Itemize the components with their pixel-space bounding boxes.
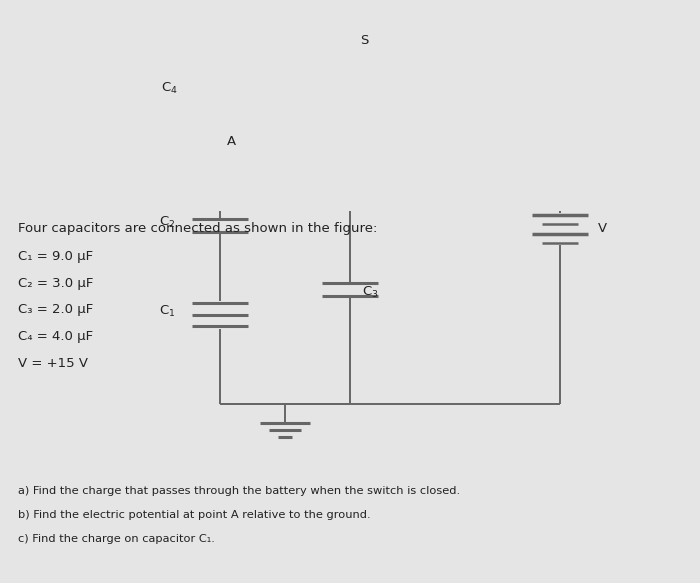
Text: C₃ = 2.0 μF: C₃ = 2.0 μF <box>18 303 93 317</box>
Text: C$_3$: C$_3$ <box>362 285 379 300</box>
Text: C₁ = 9.0 μF: C₁ = 9.0 μF <box>18 250 93 263</box>
Text: c) Find the charge on capacitor C₁.: c) Find the charge on capacitor C₁. <box>18 535 215 545</box>
Text: C$_1$: C$_1$ <box>159 304 175 319</box>
Text: V: V <box>598 222 607 236</box>
Text: Four capacitors are connected as shown in the figure:: Four capacitors are connected as shown i… <box>18 222 377 236</box>
Text: A: A <box>227 135 236 148</box>
Text: S: S <box>360 34 368 47</box>
Text: C$_4$: C$_4$ <box>161 81 178 96</box>
Text: C₄ = 4.0 μF: C₄ = 4.0 μF <box>18 330 93 343</box>
Text: a) Find the charge that passes through the battery when the switch is closed.: a) Find the charge that passes through t… <box>18 486 460 496</box>
Text: V = +15 V: V = +15 V <box>18 357 88 370</box>
Text: b) Find the electric potential at point A relative to the ground.: b) Find the electric potential at point … <box>18 510 370 520</box>
Text: C₂ = 3.0 μF: C₂ = 3.0 μF <box>18 276 93 290</box>
Text: C$_2$: C$_2$ <box>159 215 175 230</box>
